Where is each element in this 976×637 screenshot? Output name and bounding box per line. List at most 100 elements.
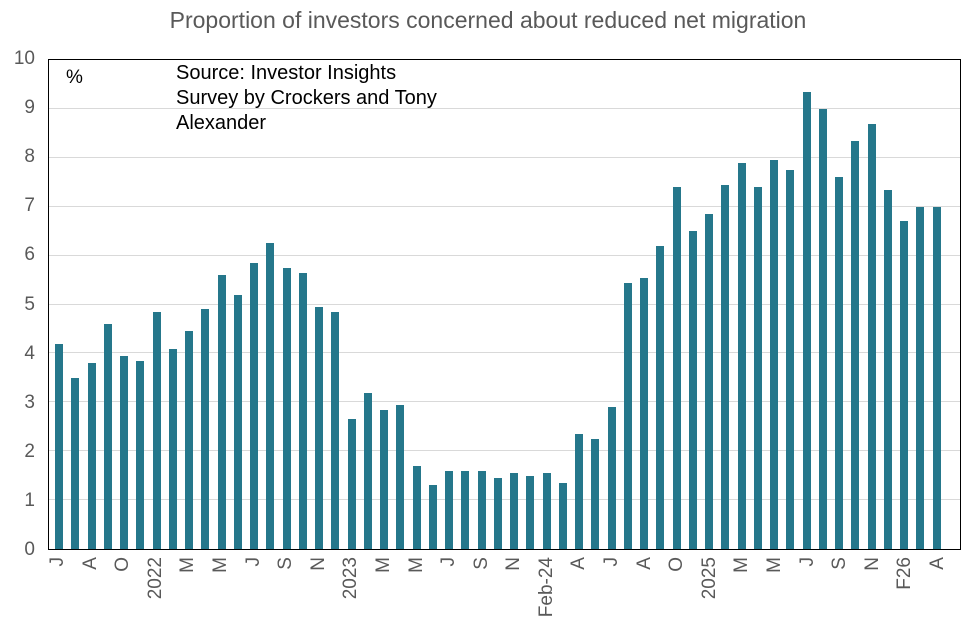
bar-slot bbox=[116, 60, 132, 549]
y-tick-label: 0 bbox=[24, 539, 35, 560]
bar bbox=[900, 221, 909, 549]
bar bbox=[103, 324, 112, 549]
x-tick-label: J bbox=[438, 557, 460, 567]
x-tick-label: A bbox=[568, 557, 590, 570]
x-tick-label: A bbox=[633, 557, 655, 570]
x-tick-label: 2023 bbox=[340, 557, 362, 600]
bar-slot bbox=[295, 60, 311, 549]
bar bbox=[705, 214, 714, 549]
bar bbox=[315, 306, 324, 549]
x-tick-label: O bbox=[666, 557, 688, 572]
bar-slot bbox=[311, 60, 327, 549]
bar-slot bbox=[604, 60, 620, 549]
bar-slot bbox=[181, 60, 197, 549]
bars-layer bbox=[49, 60, 960, 549]
bar-slot bbox=[929, 60, 945, 549]
gridline bbox=[49, 254, 960, 256]
x-tick-label: S bbox=[829, 557, 851, 570]
x-tick-label: F26 bbox=[894, 557, 916, 590]
bar-slot bbox=[246, 60, 262, 549]
bar bbox=[591, 438, 600, 549]
x-axis: J A O 2022 M M J S N 2023 M M J S N Feb-24 A J A O 2025 M M J S N… bbox=[47, 552, 948, 637]
gridline bbox=[49, 156, 960, 158]
bar bbox=[477, 470, 486, 549]
x-tick-label: N bbox=[307, 557, 329, 571]
bar-slot bbox=[782, 60, 798, 549]
bar-slot bbox=[409, 60, 425, 549]
bar bbox=[542, 473, 551, 549]
bar bbox=[835, 177, 844, 549]
bar-slot bbox=[279, 60, 295, 549]
bar-slot bbox=[165, 60, 181, 549]
bar-slot bbox=[571, 60, 587, 549]
x-tick-label: O bbox=[112, 557, 134, 572]
gridline bbox=[49, 450, 960, 452]
bar-slot bbox=[197, 60, 213, 549]
bar-slot bbox=[392, 60, 408, 549]
bar bbox=[672, 187, 681, 549]
x-tick-label: N bbox=[503, 557, 525, 571]
y-axis: 0 1 2 3 4 5 6 7 8 9 10 bbox=[0, 48, 42, 560]
bar-slot bbox=[132, 60, 148, 549]
bar bbox=[396, 404, 405, 549]
bar-slot bbox=[441, 60, 457, 549]
bar bbox=[461, 470, 470, 549]
bar-slot bbox=[864, 60, 880, 549]
bar-slot bbox=[799, 60, 815, 549]
bar bbox=[656, 245, 665, 549]
source-note-line: Alexander bbox=[176, 112, 267, 134]
x-tick-label: M bbox=[177, 557, 199, 573]
y-tick-label: 8 bbox=[24, 146, 35, 168]
x-tick-label: M bbox=[731, 557, 753, 573]
x-tick-label: 2022 bbox=[144, 557, 166, 600]
bar bbox=[217, 275, 226, 549]
source-note: Source: Investor Insights Survey by Crock… bbox=[176, 61, 437, 136]
bar-slot bbox=[474, 60, 490, 549]
gridline bbox=[49, 499, 960, 501]
bar-slot bbox=[912, 60, 928, 549]
bar bbox=[412, 465, 421, 549]
bar-slot bbox=[344, 60, 360, 549]
bar bbox=[266, 243, 275, 549]
y-tick-label: 1 bbox=[24, 489, 35, 511]
y-tick-label: 2 bbox=[24, 440, 35, 462]
bar-slot bbox=[555, 60, 571, 549]
unit-label: % bbox=[66, 67, 83, 88]
bar-slot bbox=[652, 60, 668, 549]
bar bbox=[168, 348, 177, 549]
bar-slot bbox=[51, 60, 67, 549]
bar bbox=[363, 392, 372, 549]
bar bbox=[623, 282, 632, 549]
bar-slot bbox=[522, 60, 538, 549]
bar bbox=[818, 108, 827, 549]
x-tick-label: A bbox=[79, 557, 101, 570]
bar-slot bbox=[425, 60, 441, 549]
bar bbox=[737, 162, 746, 549]
y-tick-label: 10 bbox=[13, 48, 35, 69]
bar bbox=[510, 473, 519, 549]
gridline bbox=[49, 107, 960, 109]
bar bbox=[770, 160, 779, 549]
bar bbox=[445, 470, 454, 549]
x-tick-label: S bbox=[470, 557, 492, 570]
bar-slot bbox=[490, 60, 506, 549]
bar bbox=[71, 377, 80, 549]
bar bbox=[87, 363, 96, 549]
y-tick-label: 7 bbox=[24, 195, 35, 217]
y-tick-label: 6 bbox=[24, 244, 35, 266]
x-tick-label: Feb-24 bbox=[535, 557, 557, 618]
bar bbox=[753, 187, 762, 549]
x-tick-label: S bbox=[275, 557, 297, 570]
x-tick-label: A bbox=[926, 557, 948, 570]
bar-slot bbox=[67, 60, 83, 549]
y-tick-label: 3 bbox=[24, 391, 35, 413]
bar bbox=[640, 277, 649, 549]
bar bbox=[916, 206, 925, 549]
bar-slot bbox=[327, 60, 343, 549]
x-tick-label: M bbox=[372, 557, 394, 573]
x-tick-label: M bbox=[210, 557, 232, 573]
y-tick-label: 5 bbox=[24, 293, 35, 315]
bar-slot bbox=[685, 60, 701, 549]
y-tick-label: 9 bbox=[24, 97, 35, 119]
source-note-line: Source: Investor Insights bbox=[176, 62, 397, 84]
